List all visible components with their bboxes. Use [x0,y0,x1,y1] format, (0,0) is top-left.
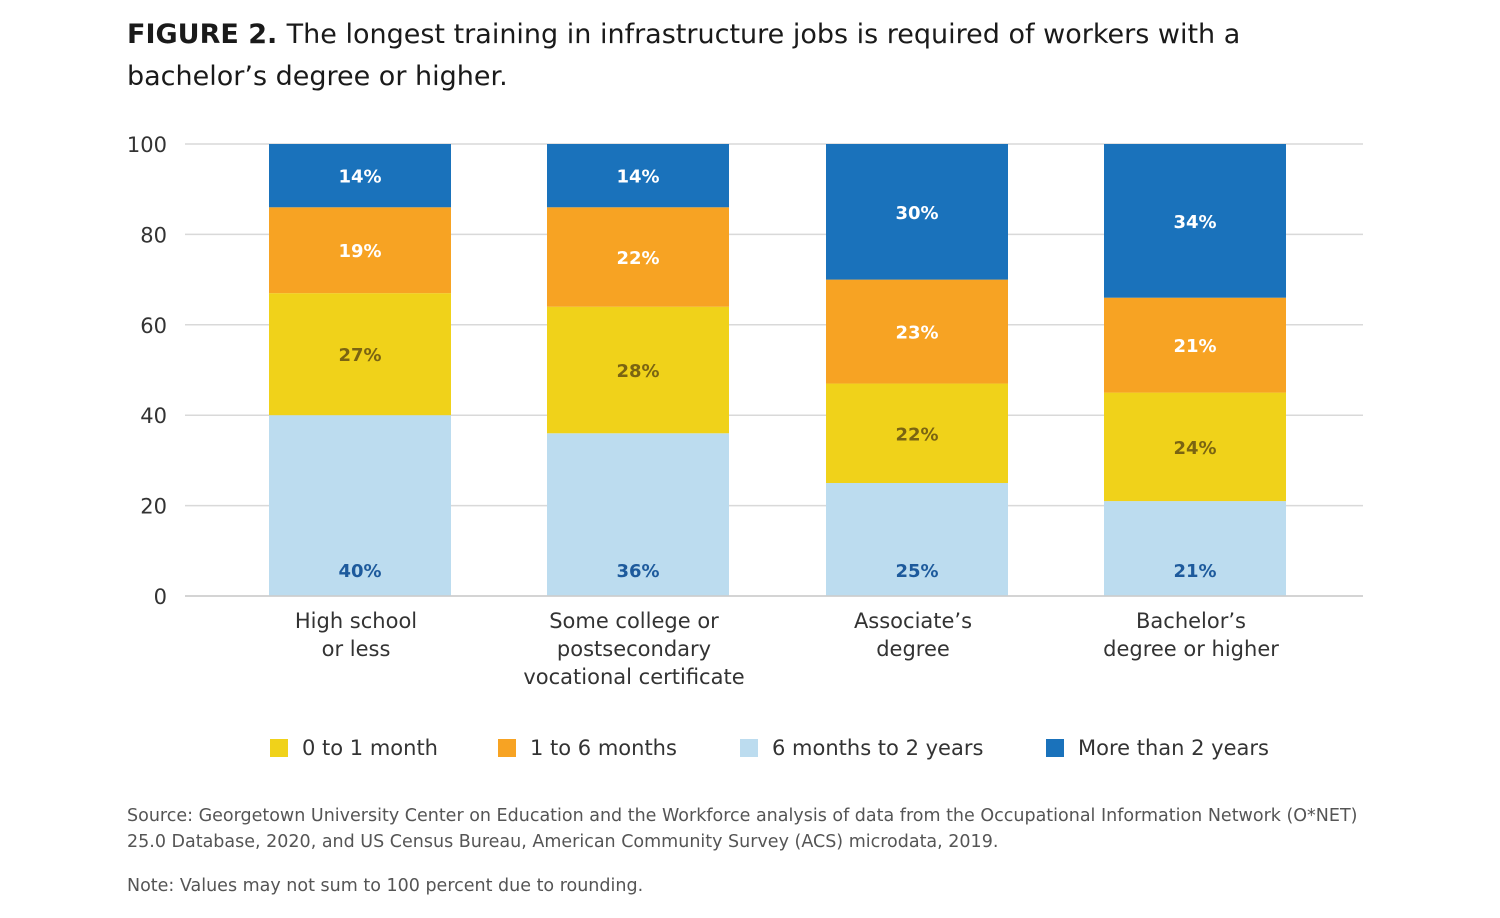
data-label-2-4: 14% [616,167,659,188]
legend-swatch-3 [740,739,758,757]
x-tick-label-2-2: postsecondary [557,637,711,661]
legend-swatch-2 [498,739,516,757]
x-tick-label-2-1: Some college or [549,609,719,633]
bar-segment-1-3 [269,207,451,294]
legend-item-1: 0 to 1 month [270,733,438,763]
stacked-bar-chart: 0 20 40 60 80 100 40% 27% 19% 14% High school or le… [127,133,1363,689]
legend-item-3: 6 months to 2 years [740,733,983,763]
data-label-3-3: 23% [895,323,938,344]
bar-segment-4-1 [1104,501,1286,596]
y-tick-label-60: 60 [140,314,167,338]
figure-title: FIGURE 2. The longest training in infras… [127,14,1387,98]
data-label-3-1: 25% [895,561,938,582]
chart-legend: 0 to 1 month 1 to 6 months 6 months to 2 y… [0,733,1500,763]
data-label-4-3: 21% [1173,336,1216,357]
bar-segment-2-1 [547,433,729,596]
x-tick-label-4-2: degree or higher [1103,637,1279,661]
bar-segment-1-4 [269,144,451,208]
y-tick-label-0: 0 [154,585,167,609]
data-label-2-3: 22% [616,248,659,269]
y-tick-label-80: 80 [140,223,167,247]
x-tick-label-2-3: vocational certificate [523,665,744,689]
legend-swatch-1 [270,739,288,757]
bar-segment-1-1 [269,415,451,596]
legend-item-4: More than 2 years [1046,733,1269,763]
legend-label-1: 0 to 1 month [302,736,438,760]
data-label-4-4: 34% [1173,212,1216,233]
note-text: Note: Values may not sum to 100 percent … [127,876,644,896]
legend-label-4: More than 2 years [1078,736,1269,760]
data-label-3-4: 30% [895,203,938,224]
figure-title-text: The longest training in infrastructure j… [127,19,1241,92]
figure-label: FIGURE 2. [127,19,278,50]
data-label-4-1: 21% [1173,561,1216,582]
bar-segment-4-4 [1104,144,1286,298]
data-label-1-2: 27% [338,345,381,366]
y-tick-label-100: 100 [127,133,167,157]
data-label-2-2: 28% [616,361,659,382]
bar-segment-2-2 [547,306,729,434]
bar-segment-2-4 [547,144,729,208]
x-tick-label-3-1: Associate’s [854,609,972,633]
x-tick-label-1-1: High school [295,609,417,633]
legend-item-2: 1 to 6 months [498,733,677,763]
bar-segment-3-2 [826,383,1008,483]
bar-segment-2-3 [547,207,729,307]
x-tick-label-1-2: or less [322,637,391,661]
data-label-4-2: 24% [1173,438,1216,459]
data-label-2-1: 36% [616,561,659,582]
bar-segment-3-3 [826,279,1008,384]
data-label-1-4: 14% [338,167,381,188]
x-tick-label-3-2: degree [876,637,950,661]
bar-segment-3-1 [826,483,1008,596]
bar-segment-4-3 [1104,297,1286,393]
bar-segment-3-4 [826,144,1008,280]
legend-label-3: 6 months to 2 years [772,736,984,760]
data-label-1-3: 19% [338,241,381,262]
data-label-3-2: 22% [895,424,938,445]
legend-swatch-4 [1046,739,1064,757]
legend-label-2: 1 to 6 months [530,736,677,760]
y-tick-label-40: 40 [140,404,167,428]
x-tick-label-4-1: Bachelor’s [1136,609,1246,633]
source-text: Source: Georgetown University Center on … [127,806,1358,852]
bar-segment-4-2 [1104,392,1286,502]
data-label-1-1: 40% [338,561,381,582]
y-tick-label-20: 20 [140,495,167,519]
bar-segment-1-2 [269,293,451,416]
